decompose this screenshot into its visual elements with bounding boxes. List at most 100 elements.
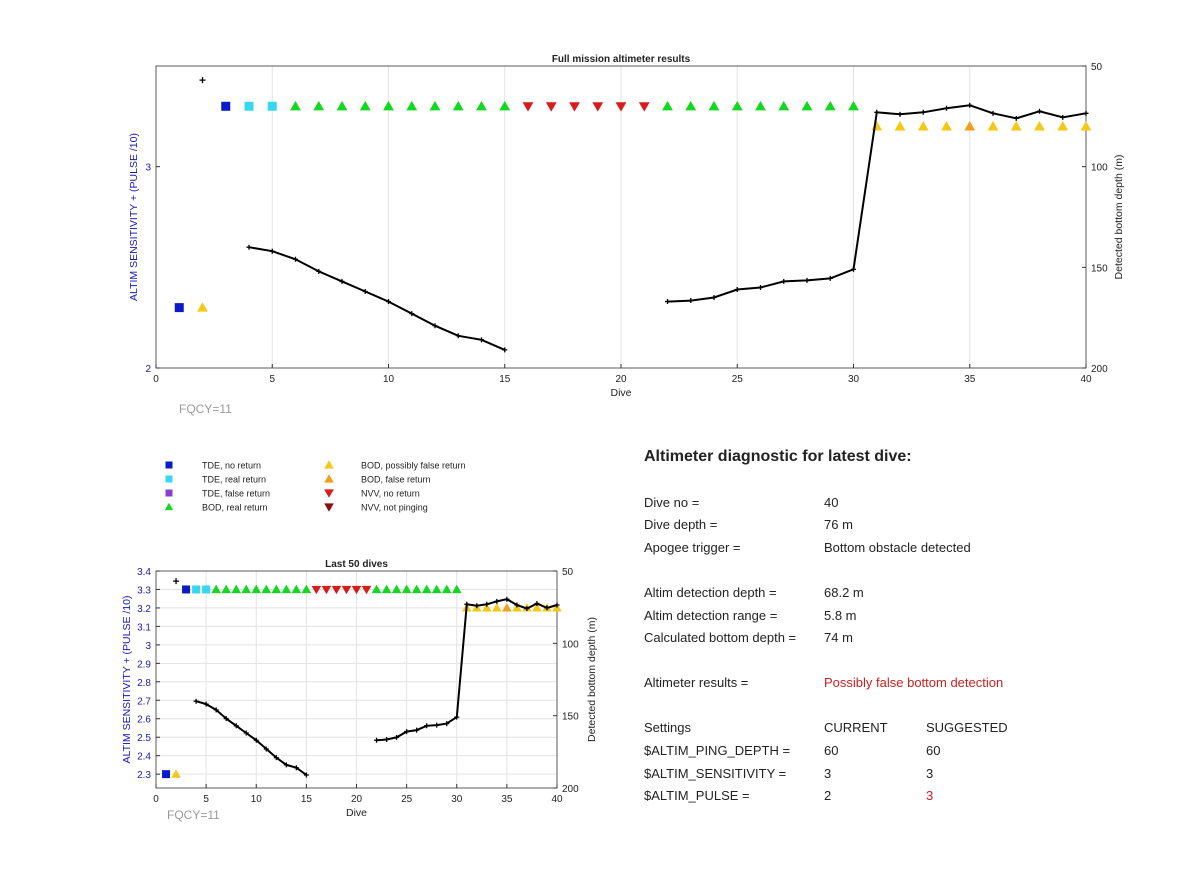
inset-bottom-depth-point	[554, 602, 560, 608]
inset-bottom-depth-point	[303, 772, 309, 778]
main-x-label: Dive	[610, 387, 631, 399]
inset-bottom-depth-point	[253, 737, 259, 743]
main-y-right-tick-label: 200	[1091, 364, 1108, 375]
main-marker-dive-12	[429, 100, 441, 111]
inset-marker-dive-23	[381, 584, 392, 594]
main-bottom-depth-point	[665, 299, 670, 305]
inset-y-right-tick-label: 200	[562, 784, 579, 795]
main-marker-dive-20	[615, 102, 627, 112]
inset-marker-dive-34	[492, 603, 502, 612]
inset-y-right-tick-label: 100	[562, 639, 579, 650]
results-value: Possibly false bottom detection	[824, 675, 1004, 690]
inset-y-left-tick-label: 2.7	[137, 696, 151, 707]
inset-bottom-depth-point	[374, 737, 380, 743]
main-bottom-depth-point	[688, 298, 694, 304]
inset-y-left-tick-label: 3.3	[137, 585, 151, 596]
main-marker-dive-1	[174, 303, 184, 313]
inset-y-left-tick-label: 2.9	[137, 659, 151, 670]
main-marker-dive-4	[244, 101, 254, 111]
inset-bottom-depth-point	[243, 730, 249, 736]
inset-bottom-depth-point	[273, 755, 279, 761]
inset-marker-dive-18	[331, 585, 342, 595]
main-marker-dive-10	[383, 100, 394, 111]
inset-marker-dive-4	[192, 585, 201, 594]
main-bottom-depth-point	[990, 110, 996, 116]
inset-y-left-tick-label: 2.5	[137, 733, 151, 744]
inset-y-right-tick-label: 50	[562, 567, 574, 578]
inset-y-left-tick-label: 2.8	[137, 678, 151, 689]
ping-current: 60	[824, 743, 839, 758]
inset-chart: 0 5 10 15 20 25 30 35 40 2.3 2.4 2.5 2.6 2.7 2.8 2.9 3 3.…	[121, 559, 598, 822]
inset-y-left-tick-label: 2.4	[137, 752, 151, 763]
ping-label: $ALTIM_PING_DEPTH =	[644, 743, 791, 758]
main-marker-dive-3	[221, 101, 231, 111]
main-marker-dive-17	[545, 102, 557, 112]
dive-depth-label: Dive depth =	[644, 517, 718, 532]
inset-x-label: Dive	[346, 807, 367, 819]
inset-x-tick-label: 40	[551, 794, 563, 805]
inset-y-left-tick-label: 2.6	[137, 715, 151, 726]
legend-label: TDE, real return	[202, 475, 266, 485]
inset-marker-dive-19	[341, 585, 352, 595]
main-y-right-tick-label: 50	[1091, 62, 1103, 73]
det-range-label: Altim detection range =	[644, 608, 778, 623]
inset-marker-dive-5	[202, 585, 211, 594]
main-marker-dive-38	[1034, 121, 1045, 131]
main-marker-dive-29	[824, 100, 836, 111]
inset-x-tick-label: 30	[451, 794, 463, 805]
inset-bottom-depth-point	[213, 707, 219, 713]
main-bottom-depth-point	[758, 284, 763, 290]
sens-current: 3	[824, 766, 832, 781]
inset-marker-dive-11	[261, 584, 272, 594]
main-bottom-depth-point	[479, 337, 484, 343]
det-range-value: 5.8 m	[824, 608, 857, 623]
inset-marker-dive-10	[251, 584, 262, 594]
inset-marker-dive-2	[171, 769, 181, 778]
inset-x-tick-label: 20	[351, 794, 363, 805]
main-bottom-depth-point	[897, 111, 903, 117]
inset-x-tick-label: 15	[301, 794, 313, 805]
main-bottom-depth-point	[851, 266, 856, 272]
settings-label: Settings	[644, 720, 691, 735]
dive-no-label: Dive no =	[644, 495, 700, 510]
main-marker-dive-5	[267, 101, 277, 111]
inset-bottom-depth-point	[514, 602, 520, 608]
inset-y-right-label: Detected bottom depth (m)	[586, 617, 598, 742]
main-marker-dive-28	[801, 100, 813, 111]
main-x-tick-label: 0	[153, 374, 159, 385]
main-marker-dive-11	[406, 100, 418, 111]
main-x-tick-label: 10	[383, 374, 395, 385]
inset-marker-dive-8	[231, 584, 241, 594]
inset-bottom-depth-point	[233, 723, 239, 729]
inset-x-tick-label: 0	[153, 794, 159, 805]
inset-marker-dive-29	[441, 584, 452, 594]
main-y-right-tick-label: 100	[1091, 163, 1108, 174]
inset-y-left-tick-label: 3.1	[137, 622, 151, 633]
sens-suggested: 3	[926, 766, 934, 781]
legend-label: BOD, real return	[202, 503, 268, 513]
legend-marker-6	[324, 474, 334, 483]
main-bottom-depth-point	[316, 268, 322, 274]
inset-footnote: FQCY=11	[167, 808, 220, 822]
inset-bottom-depth-point	[544, 605, 550, 611]
inset-marker-dive-7	[221, 584, 231, 594]
main-x-tick-label: 5	[269, 374, 275, 385]
main-marker-dive-19	[592, 102, 604, 112]
main-marker-dive-31	[871, 121, 883, 131]
main-bottom-depth-point	[804, 277, 810, 283]
main-bottom-depth-point	[827, 275, 833, 281]
legend-marker-8	[324, 503, 334, 512]
main-title: Full mission altimeter results	[552, 54, 691, 65]
diagnostic-title: Altimeter diagnostic for latest dive:	[644, 448, 912, 465]
inset-bottom-depth-point	[193, 698, 199, 704]
legend-label: BOD, possibly false return	[361, 461, 466, 471]
calc-depth-value: 74 m	[824, 630, 853, 645]
legend-marker-2	[165, 475, 173, 483]
inset-marker-dive-38	[532, 603, 542, 612]
inset-bottom-depth-point	[474, 603, 480, 609]
inset-marker-dive-12	[271, 584, 282, 594]
legend-label: TDE, false return	[202, 489, 270, 499]
main-bottom-depth-point	[502, 347, 508, 353]
inset-bottom-depth-point	[223, 716, 229, 722]
inset-bottom-depth-point	[504, 596, 510, 602]
